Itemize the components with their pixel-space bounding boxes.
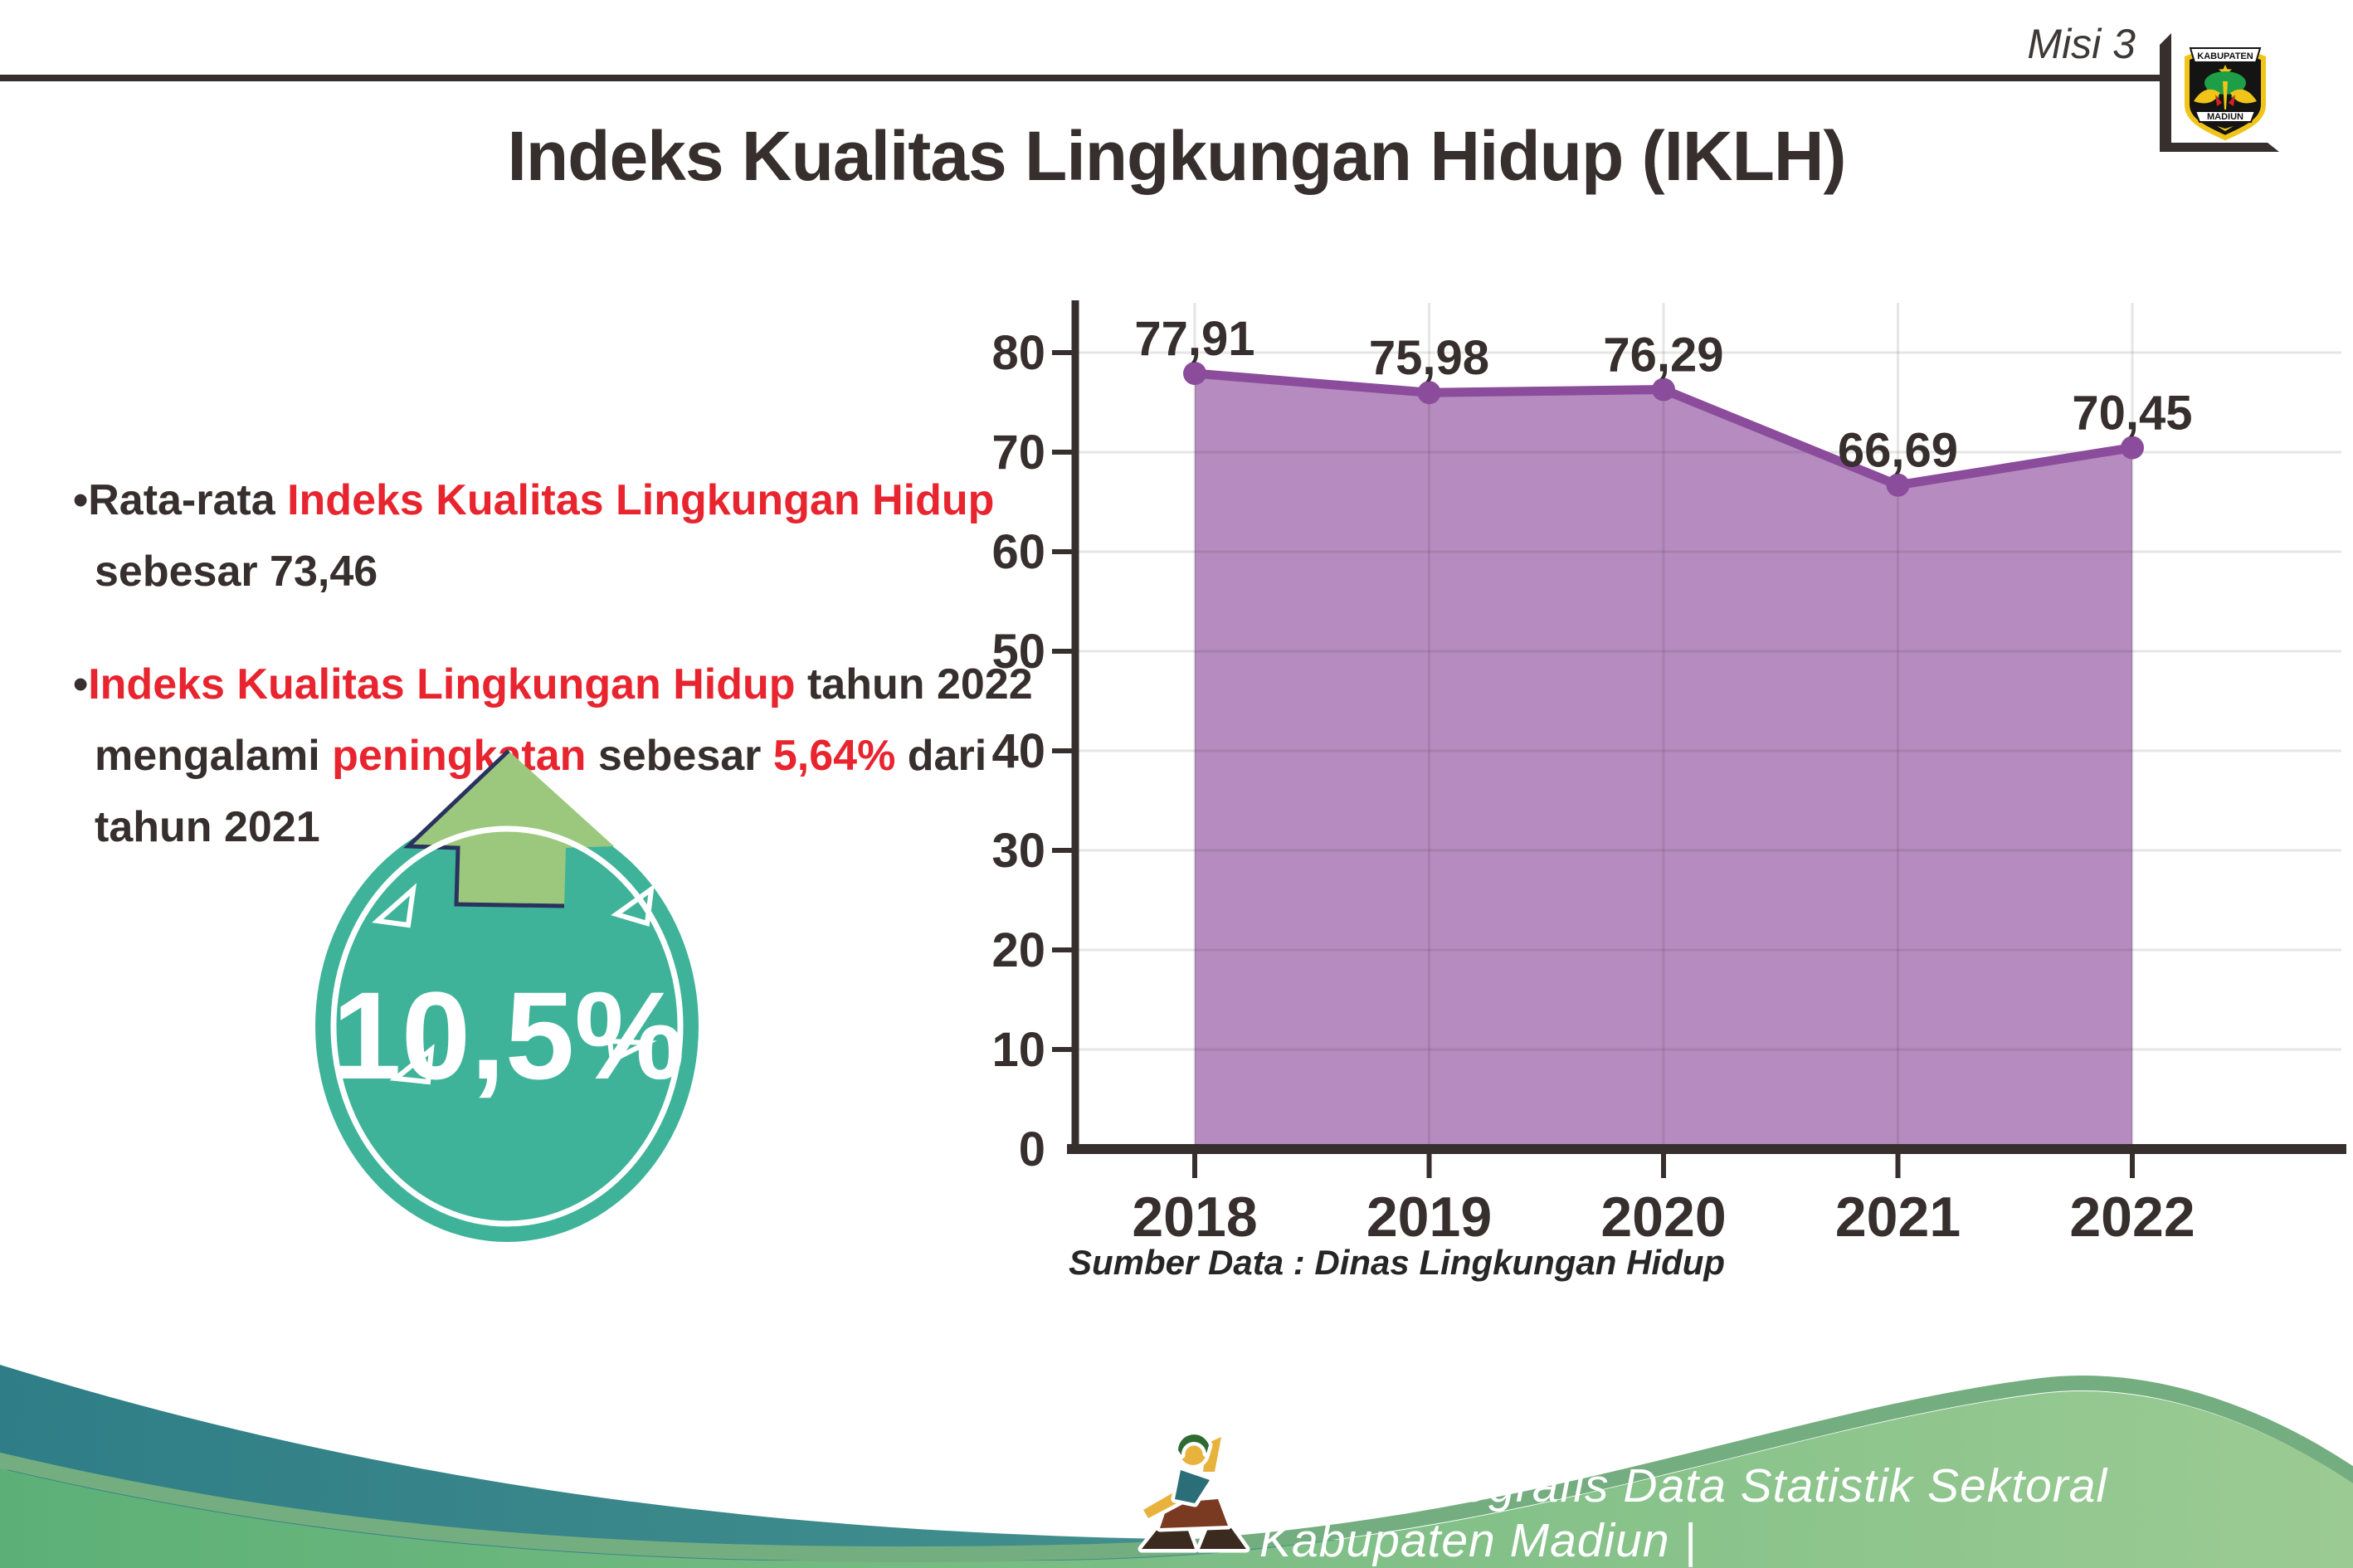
note-text: peningkatan xyxy=(332,732,587,780)
note-text: tahun 2021 xyxy=(95,803,320,851)
footer-teal-wave xyxy=(0,1365,2353,1568)
svg-text:20: 20 xyxy=(991,923,1045,977)
page-title: Indeks Kualitas Lingkungan Hidup (IKLH) xyxy=(507,117,1846,195)
note-text: mengalami xyxy=(95,732,333,780)
chart-data-labels: 77,91 75,98 76,29 66,69 70,45 xyxy=(1134,312,2192,478)
logo-left-wing xyxy=(2194,89,2220,104)
badge-inner-ring xyxy=(330,825,684,1227)
svg-text:2022: 2022 xyxy=(2069,1186,2195,1249)
svg-text:80: 80 xyxy=(991,326,1045,380)
svg-text:2018: 2018 xyxy=(1132,1186,1257,1249)
logo-spear xyxy=(2223,81,2228,110)
note-text: 5,64% xyxy=(772,732,896,780)
increase-badge: 10,5% xyxy=(315,749,699,1242)
svg-text:76,29: 76,29 xyxy=(1603,329,1723,382)
note-text: dari xyxy=(895,732,987,780)
footer-green-edge xyxy=(0,1376,2353,1568)
svg-text:2020: 2020 xyxy=(1600,1186,1726,1249)
svg-text:70: 70 xyxy=(991,426,1045,480)
footer-caption: Media Infografis Data Statistik Sektoral… xyxy=(1259,1459,2108,1567)
note-text: sebesar 73,46 xyxy=(95,548,378,596)
note-item: •Indeks Kualitas Lingkungan Hidup tahun … xyxy=(73,649,1127,863)
logo-top-text: KABUPATEN xyxy=(2197,51,2253,61)
note-text: tahun 2022 xyxy=(795,660,1033,709)
logo-bottom-text: MADIUN xyxy=(2207,112,2243,122)
svg-text:2019: 2019 xyxy=(1366,1186,1492,1249)
svg-text:50: 50 xyxy=(991,625,1045,679)
note-line: sebesar 73,46 xyxy=(73,536,1127,607)
up-arrow-outline xyxy=(402,749,565,908)
chart-source: Sumber Data : Dinas Lingkungan Hidup xyxy=(1069,1243,1726,1282)
svg-text:75,98: 75,98 xyxy=(1369,331,1489,385)
svg-text:0: 0 xyxy=(1019,1122,1045,1176)
kabupaten-madiun-logo: KABUPATEN MADIUN xyxy=(2185,47,2266,141)
note-text: Indeks Kualitas Lingkungan Hidup xyxy=(287,476,995,524)
chart-area-fill xyxy=(1195,373,2132,1149)
note-line: •Rata-rata Indeks Kualitas Lingkungan Hi… xyxy=(73,465,1127,536)
mission-label: Misi 3 xyxy=(2027,21,2136,67)
svg-text:70,45: 70,45 xyxy=(2072,387,2192,441)
logo-right-wing xyxy=(2230,89,2257,104)
note-line: tahun 2021 xyxy=(73,791,1127,863)
footer-waves xyxy=(0,1365,2353,1568)
x-axis-ticks: 2018 2019 2020 2021 2022 xyxy=(1132,1153,2195,1249)
notes-list: •Rata-rata Indeks Kualitas Lingkungan Hi… xyxy=(73,465,1127,904)
iklh-area-chart: 77,91 75,98 76,29 66,69 70,45 0 10 20 30 40 50 60 7… xyxy=(991,300,2346,1249)
bullet-glyph: • xyxy=(73,660,89,709)
svg-text:2021: 2021 xyxy=(1835,1186,1961,1249)
svg-text:60: 60 xyxy=(991,525,1045,579)
svg-text:10: 10 xyxy=(991,1023,1045,1077)
logo-bottom-banner xyxy=(2194,110,2257,123)
dancer-mascot-icon xyxy=(1138,1430,1250,1553)
svg-text:77,91: 77,91 xyxy=(1134,312,1254,366)
header-rule xyxy=(0,75,2160,81)
logo-top-banner xyxy=(2189,47,2262,63)
note-text: sebesar xyxy=(586,732,773,780)
note-text: Rata-rata xyxy=(88,476,288,524)
note-item: •Rata-rata Indeks Kualitas Lingkungan Hi… xyxy=(73,465,1127,607)
note-line: mengalami peningkatan sebesar 5,64% dari xyxy=(73,720,1127,791)
footer-green-wave xyxy=(0,1391,2353,1568)
badge-value: 10,5% xyxy=(332,966,684,1105)
note-line: •Indeks Kualitas Lingkungan Hidup tahun … xyxy=(73,649,1127,720)
chart-markers xyxy=(1183,362,2144,497)
badge-sparkles xyxy=(372,883,657,1085)
y-axis-ticks: 0 10 20 30 40 50 60 70 80 xyxy=(991,326,1075,1176)
svg-text:66,69: 66,69 xyxy=(1838,424,1958,478)
bullet-glyph: • xyxy=(73,476,89,524)
note-text: Indeks Kualitas Lingkungan Hidup xyxy=(88,660,796,709)
svg-text:40: 40 xyxy=(991,724,1045,778)
svg-text:30: 30 xyxy=(991,824,1045,878)
